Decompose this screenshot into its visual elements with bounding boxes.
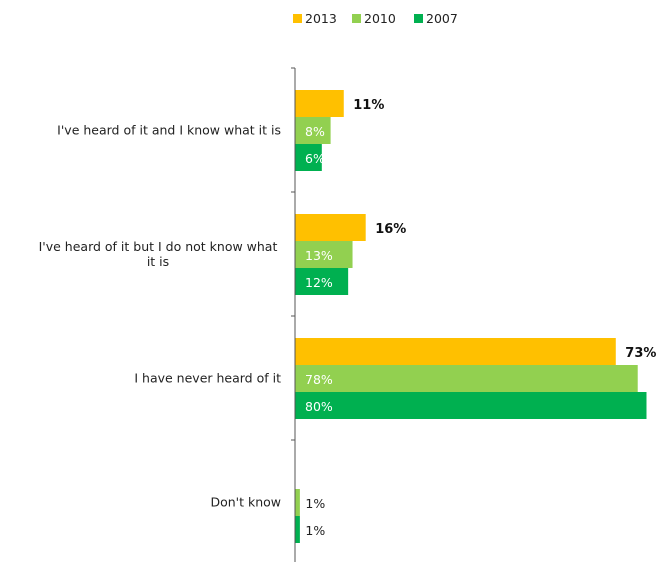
data-label: 73% [625, 346, 656, 361]
data-label: 13% [305, 248, 333, 263]
bar-2013 [295, 90, 344, 117]
category-label: Don't know [210, 495, 281, 510]
data-label: 16% [375, 222, 406, 237]
legend-swatch-2010 [352, 14, 361, 23]
data-label: 11% [353, 98, 384, 113]
legend-label-2010: 2010 [364, 11, 396, 26]
data-label: 1% [305, 496, 325, 511]
category-label: I've heard of it and I know what it is [57, 123, 281, 138]
data-label: 1% [305, 523, 325, 538]
category-label: I have never heard of it [134, 371, 281, 386]
bar-2007 [295, 144, 322, 171]
data-label: 6% [305, 151, 325, 166]
bar-2007 [295, 392, 647, 419]
bars: 11% 8% 6% 16% 13% 12% 73% 78% 80% 1% 1% [295, 90, 656, 543]
legend: 2013 2010 2007 [293, 11, 458, 26]
legend-label-2007: 2007 [426, 11, 458, 26]
bar-2010 [295, 365, 638, 392]
bar-2010 [295, 241, 353, 268]
legend-swatch-2013 [293, 14, 302, 23]
category-label: I've heard of it but I do not know what i… [39, 239, 278, 269]
legend-label-2013: 2013 [305, 11, 337, 26]
legend-swatch-2007 [414, 14, 423, 23]
bar-2007 [295, 268, 349, 295]
y-axis [291, 67, 296, 562]
bar-2007 [295, 516, 300, 543]
bar-2010 [295, 117, 331, 144]
bar-2013 [295, 214, 366, 241]
data-label: 80% [305, 399, 333, 414]
data-label: 78% [305, 372, 333, 387]
bar-2010 [295, 489, 300, 516]
category-labels: I've heard of it and I know what it is I'… [39, 123, 281, 510]
bar-2013 [295, 338, 616, 365]
data-label: 12% [305, 275, 333, 290]
data-label: 8% [305, 124, 325, 139]
